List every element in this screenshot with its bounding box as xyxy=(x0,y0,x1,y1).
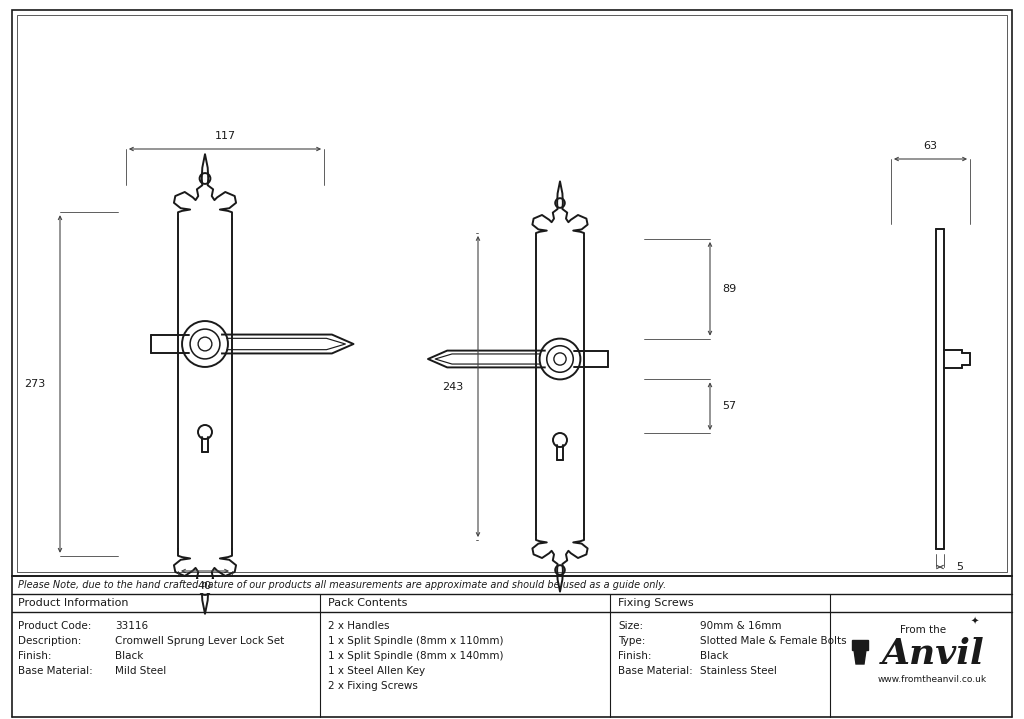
Text: Size:: Size: xyxy=(618,621,643,631)
Text: 2 x Fixing Screws: 2 x Fixing Screws xyxy=(328,681,418,691)
Text: 57: 57 xyxy=(722,401,736,411)
Text: Please Note, due to the hand crafted nature of our products all measurements are: Please Note, due to the hand crafted nat… xyxy=(18,580,667,590)
Text: Product Code:: Product Code: xyxy=(18,621,91,631)
Text: 243: 243 xyxy=(441,382,463,392)
Text: 117: 117 xyxy=(214,131,236,141)
Text: ✦: ✦ xyxy=(971,617,979,627)
Text: Product Information: Product Information xyxy=(18,598,128,608)
Text: Finish:: Finish: xyxy=(618,651,651,661)
Text: Finish:: Finish: xyxy=(18,651,51,661)
Text: Cromwell Sprung Lever Lock Set: Cromwell Sprung Lever Lock Set xyxy=(115,636,285,646)
Text: Black: Black xyxy=(115,651,143,661)
Text: Stainless Steel: Stainless Steel xyxy=(700,666,777,676)
Polygon shape xyxy=(854,650,866,664)
Text: Base Material:: Base Material: xyxy=(18,666,93,676)
Text: Fixing Screws: Fixing Screws xyxy=(618,598,693,608)
Text: Mild Steel: Mild Steel xyxy=(115,666,166,676)
Text: 33116: 33116 xyxy=(115,621,148,631)
Text: 89: 89 xyxy=(722,284,736,294)
Text: 5: 5 xyxy=(956,562,963,572)
Text: Anvil: Anvil xyxy=(882,637,985,671)
Text: Pack Contents: Pack Contents xyxy=(328,598,408,608)
Text: 1 x Steel Allen Key: 1 x Steel Allen Key xyxy=(328,666,425,676)
Text: 2 x Handles: 2 x Handles xyxy=(328,621,389,631)
Bar xyxy=(17,15,1007,572)
Text: Description:: Description: xyxy=(18,636,81,646)
Text: www.fromtheanvil.co.uk: www.fromtheanvil.co.uk xyxy=(878,675,987,684)
Bar xyxy=(12,10,1012,576)
Text: 63: 63 xyxy=(924,141,938,151)
Text: 273: 273 xyxy=(24,379,45,389)
Bar xyxy=(852,640,868,650)
Text: Type:: Type: xyxy=(618,636,645,646)
Text: 1 x Split Spindle (8mm x 140mm): 1 x Split Spindle (8mm x 140mm) xyxy=(328,651,504,661)
Text: 90mm & 16mm: 90mm & 16mm xyxy=(700,621,781,631)
Text: 1 x Split Spindle (8mm x 110mm): 1 x Split Spindle (8mm x 110mm) xyxy=(328,636,504,646)
Text: From the: From the xyxy=(900,625,946,635)
Text: Base Material:: Base Material: xyxy=(618,666,693,676)
Text: Slotted Male & Female Bolts: Slotted Male & Female Bolts xyxy=(700,636,847,646)
Text: 40: 40 xyxy=(198,581,212,591)
Text: Black: Black xyxy=(700,651,728,661)
